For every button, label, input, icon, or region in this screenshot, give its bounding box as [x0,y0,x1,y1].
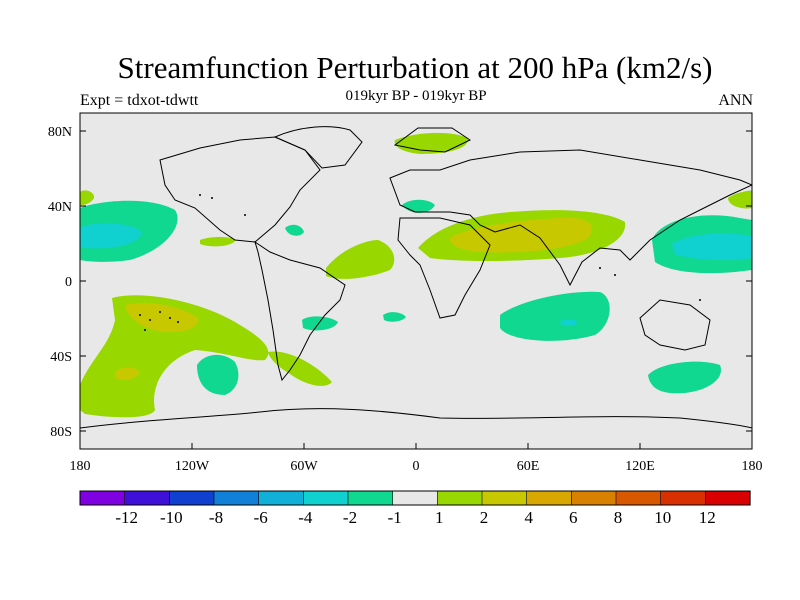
colorbar-label: -12 [115,508,138,527]
colorbar-swatch [392,490,438,506]
colorbar-swatch [615,490,662,506]
colorbar-swatch [169,490,215,506]
y-tick-label: 0 [65,275,72,290]
colorbar-label: -8 [209,508,223,527]
season-label: ANN [718,92,753,109]
axis-ticks [79,130,753,449]
x-tick-label: 60E [517,459,540,474]
y-tick-label: 40N [48,200,72,215]
colorbar-label: 4 [524,508,533,527]
colorbar: -12 -10 -8 -6 -4 -2 -1 1 2 4 6 8 10 12 [79,490,751,527]
colorbar-swatch [258,490,304,506]
positive-anomaly-moderate [115,217,593,380]
colorbar-labels: -12 -10 -8 -6 -4 -2 -1 1 2 4 6 8 10 12 [115,508,715,527]
colorbar-swatch [481,490,528,506]
colorbar-label: 2 [480,508,489,527]
colorbar-swatch [526,490,572,506]
colorbar-frame [79,490,751,506]
negative-anomaly-moderate [80,223,752,326]
colorbar-swatch [705,490,751,506]
y-axis-labels: 80N 40N 0 40S 80S [48,125,72,440]
colorbar-label: 1 [435,508,444,527]
x-tick-label: 0 [413,459,420,474]
map-background [80,113,752,449]
colorbar-swatch [79,490,126,506]
x-tick-label: 60W [290,459,318,474]
x-tick-label: 180 [742,459,763,474]
period-label: 019kyr BP - 019kyr BP [345,88,487,104]
colorbar-label: -6 [254,508,268,527]
colorbar-label: 12 [699,508,716,527]
colorbar-label: 8 [614,508,623,527]
coastlines [80,126,752,429]
colorbar-swatch [347,490,394,506]
y-tick-label: 80S [50,425,72,440]
x-tick-label: 120W [175,459,210,474]
y-tick-label: 40S [50,350,72,365]
x-tick-label: 120E [625,459,655,474]
colorbar-label: -2 [343,508,357,527]
colorbar-label: -1 [388,508,402,527]
colorbar-swatch [124,490,170,506]
map-plot-area [80,113,752,449]
colorbar-label: -4 [298,508,313,527]
colorbar-swatch [437,490,483,506]
colorbar-swatch [571,490,617,506]
x-tick-label: 180 [70,459,91,474]
experiment-label: Expt = tdxot-tdwtt [80,92,199,109]
y-tick-label: 80N [48,125,72,140]
map-title: Streamfunction Perturbation at 200 hPa (… [117,50,713,85]
x-axis-labels: 180 120W 60W 0 60E 120E 180 [70,459,763,474]
colorbar-swatch [303,490,349,506]
colorbar-label: 10 [654,508,671,527]
colorbar-label: 6 [569,508,578,527]
colorbar-swatch [213,490,260,506]
colorbar-label: -10 [160,508,183,527]
colorbar-swatch [660,490,706,506]
islands [139,194,701,331]
